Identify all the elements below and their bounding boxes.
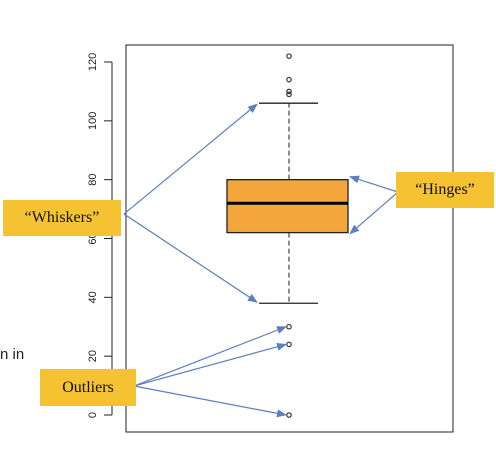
outlier-point-3: [286, 91, 292, 98]
y-tick-label-40: 40: [87, 291, 99, 303]
hinges-annotation-label: “Hinges”: [396, 172, 494, 208]
whiskers-annotation-label: “Whiskers”: [3, 200, 121, 236]
outlier-point-6: [286, 412, 292, 418]
hinge-arrow-upper: [349, 175, 399, 193]
y-tick-label-100: 100: [87, 112, 99, 130]
partial-text: n in: [0, 346, 25, 363]
y-tick-label-0: 0: [87, 412, 99, 418]
outlier-arrow-0: [133, 385, 287, 418]
outlier-point-5: [286, 341, 292, 348]
y-tick-label-80: 80: [87, 174, 99, 186]
y-tick-label-20: 20: [87, 350, 99, 362]
outlier-point-1: [286, 76, 292, 83]
whisker-arrow-upper: [123, 103, 258, 215]
outlier-arrow-24: [133, 342, 287, 387]
interquartile-box: [226, 179, 349, 234]
outlier-point-2: [286, 88, 292, 95]
plot-frame: [125, 44, 454, 433]
outlier-point-4: [286, 323, 292, 330]
whisker-arrow-lower: [123, 213, 258, 303]
outliers-annotation-label: Outliers: [40, 369, 136, 406]
outlier-point-0: [286, 53, 292, 59]
y-tick-label-120: 120: [87, 53, 99, 71]
hinge-arrow-lower: [349, 191, 399, 235]
outlier-arrow-30: [133, 326, 287, 387]
